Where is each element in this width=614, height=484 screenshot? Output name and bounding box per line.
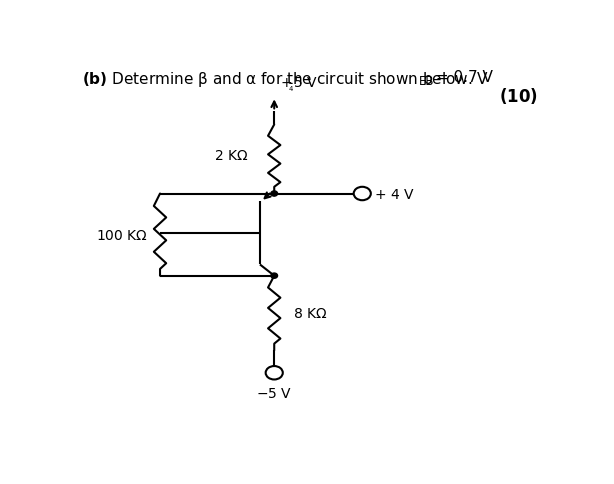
Text: $-$5 V: $-$5 V	[256, 386, 292, 400]
Text: $+$ 4 V: $+$ 4 V	[374, 187, 415, 201]
Text: = 0.7 V: = 0.7 V	[431, 70, 493, 85]
Text: EB: EB	[418, 75, 434, 88]
Text: $\mathbf{(b)}$ Determine β and α for the circuit shown below. V: $\mathbf{(b)}$ Determine β and α for the…	[82, 70, 489, 89]
Text: 2 K$\Omega$: 2 K$\Omega$	[214, 149, 248, 163]
Text: $+_{\!\!_4}$5 V: $+_{\!\!_4}$5 V	[280, 76, 318, 94]
Text: 8 K$\Omega$: 8 K$\Omega$	[293, 306, 328, 320]
Text: 100 K$\Omega$: 100 K$\Omega$	[96, 228, 148, 242]
Text: $\mathbf{(10)}$: $\mathbf{(10)}$	[499, 86, 538, 106]
Circle shape	[271, 192, 278, 197]
Circle shape	[271, 273, 278, 279]
